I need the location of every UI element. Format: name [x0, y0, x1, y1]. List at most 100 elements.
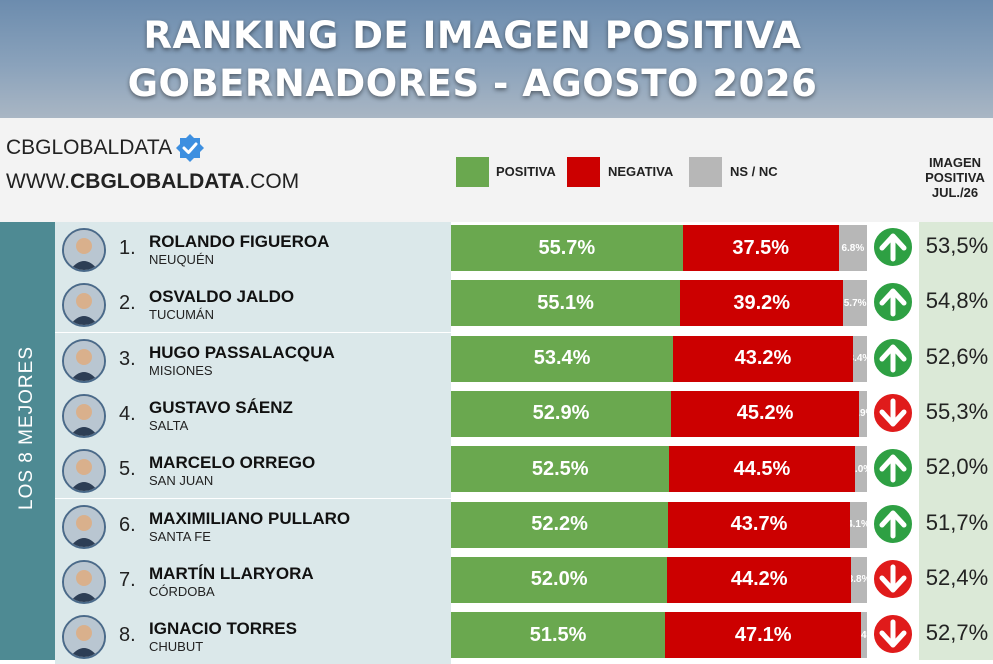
- rank-number: 3.: [119, 347, 136, 370]
- legend-band: [0, 118, 993, 222]
- site-bold: CBGLOBALDATA: [70, 170, 245, 193]
- bar-negative: 39.2%: [680, 280, 844, 327]
- bar-nsnc: 5.7%: [843, 280, 867, 327]
- row-label-background: [55, 553, 451, 609]
- bar-negative: 44.5%: [669, 446, 855, 493]
- rank-number: 8.: [119, 624, 136, 647]
- governor-name: OSVALDO JALDO: [149, 287, 295, 307]
- ranking-row: 2. OSVALDO JALDO TUCUMÁN 55.1% 39.2% 5.7% 54,8…: [55, 277, 993, 333]
- arrow-up-icon: [872, 226, 914, 268]
- governor-photo: [62, 559, 106, 604]
- bar-negative: 45.2%: [671, 390, 860, 437]
- arrow-up-icon: [872, 447, 914, 490]
- legend-label-positive: POSITIVA: [496, 164, 556, 179]
- chart-title-line-1: RANKING DE IMAGEN POSITIVA: [143, 14, 802, 57]
- row-label-background: [55, 609, 451, 664]
- governor-photo: [62, 449, 106, 494]
- province-name: TUCUMÁN: [149, 307, 214, 323]
- arrow-down-icon: [872, 557, 914, 600]
- side-group-band: [0, 222, 55, 660]
- bar-positive: 55.1%: [451, 280, 681, 327]
- arrow-up-icon: [872, 281, 914, 324]
- ranking-row: 1. ROLANDO FIGUEROA NEUQUÉN 55.7% 37.5% 6.8% 5…: [55, 222, 993, 277]
- previous-header-line-3: JUL./26: [931, 185, 979, 200]
- legend-swatch-negative: [567, 157, 600, 187]
- rank-number: 4.: [119, 402, 136, 425]
- province-name: SALTA: [149, 417, 189, 433]
- previous-month-value: 55,3%: [925, 398, 989, 424]
- governor-name: MARCELO ORREGO: [149, 453, 316, 473]
- rank-number: 5.: [119, 458, 136, 481]
- row-label-background: [55, 222, 451, 277]
- bar-nsnc: 1.4%: [861, 612, 867, 659]
- province-name: SANTA FE: [149, 528, 211, 544]
- bar-nsnc: 3.0%: [854, 446, 867, 493]
- legend-swatch-positive: [456, 157, 489, 187]
- province-name: MISIONES: [149, 362, 213, 378]
- row-label-background: [55, 277, 451, 333]
- bar-negative: 43.2%: [673, 335, 853, 382]
- bar-positive: 53.4%: [451, 335, 674, 382]
- row-label-background: [55, 387, 451, 443]
- previous-month-header: IMAGEN POSITIVA JUL./26: [918, 155, 992, 200]
- previous-month-value: 52,6%: [925, 343, 989, 369]
- brand-name: CBGLOBALDATA: [6, 136, 173, 159]
- governor-name: IGNACIO TORRES: [149, 619, 297, 639]
- site-suffix: .COM: [244, 170, 300, 193]
- rank-number: 6.: [119, 513, 136, 536]
- brand-website: WWW.CBGLOBALDATA.COM: [6, 170, 299, 194]
- bar-positive: 52.2%: [451, 501, 669, 548]
- bar-negative: 44.2%: [667, 556, 852, 603]
- governor-name: HUGO PASSALACQUA: [149, 342, 335, 362]
- previous-month-value: 52,0%: [925, 454, 989, 480]
- row-label-background: [55, 498, 451, 554]
- governor-photo: [62, 504, 106, 549]
- site-prefix: WWW.: [6, 170, 71, 193]
- arrow-down-icon: [872, 391, 914, 434]
- governor-name: GUSTAVO SÁENZ: [149, 397, 293, 417]
- row-label-background: [55, 332, 451, 388]
- province-name: CHUBUT: [149, 639, 204, 655]
- governor-photo: [62, 338, 106, 383]
- previous-header-line-1: IMAGEN: [929, 155, 981, 170]
- legend-label-nsnc: NS / NC: [730, 164, 778, 179]
- rank-number: 1.: [119, 237, 136, 259]
- side-group-label: LOS 8 MEJORES: [16, 346, 37, 510]
- arrow-up-icon: [872, 336, 914, 379]
- bar-positive: 52.5%: [451, 446, 670, 493]
- bar-positive: 52.0%: [451, 556, 668, 603]
- bar-nsnc: 1.9%: [859, 390, 867, 437]
- bar-nsnc: 4.1%: [849, 501, 867, 548]
- governor-name: MARTÍN LLARYORA: [149, 563, 314, 583]
- province-name: SAN JUAN: [149, 473, 214, 489]
- bar-nsnc: 6.8%: [838, 225, 867, 271]
- previous-month-value: 51,7%: [925, 509, 989, 535]
- previous-month-value: 52,4%: [925, 564, 989, 590]
- bar-nsnc: 3.8%: [851, 556, 867, 603]
- row-label-background: [55, 443, 451, 499]
- bar-negative: 47.1%: [665, 612, 862, 659]
- province-name: CÓRDOBA: [149, 583, 215, 599]
- bar-positive: 51.5%: [451, 612, 666, 659]
- bar-positive: 55.7%: [451, 225, 683, 271]
- bar-negative: 43.7%: [668, 501, 850, 548]
- previous-month-column: [919, 222, 993, 660]
- legend-label-negative: NEGATIVA: [608, 164, 674, 179]
- previous-header-line-2: POSITIVA: [925, 170, 985, 185]
- bar-positive: 52.9%: [451, 390, 672, 437]
- previous-month-value: 53,5%: [925, 233, 989, 258]
- province-name: NEUQUÉN: [149, 252, 215, 267]
- governor-photo: [62, 283, 106, 328]
- previous-month-value: 54,8%: [925, 288, 989, 314]
- governor-name: ROLANDO FIGUEROA: [149, 232, 330, 251]
- governor-photo: [62, 615, 106, 660]
- verified-badge-icon: [176, 134, 204, 162]
- rank-number: 2.: [119, 292, 136, 315]
- bar-nsnc: 3.4%: [852, 335, 867, 382]
